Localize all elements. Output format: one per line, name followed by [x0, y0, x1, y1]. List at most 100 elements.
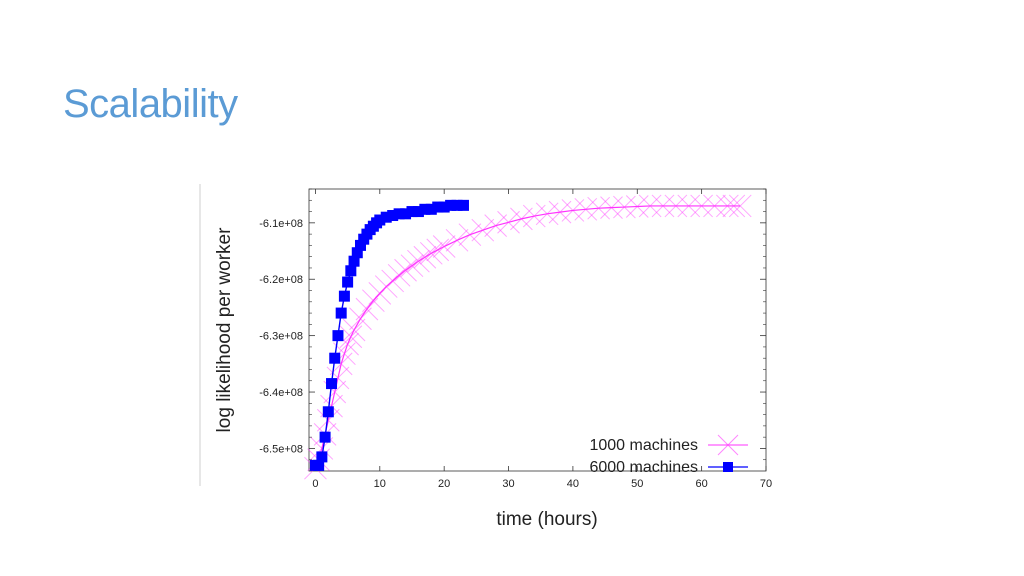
data-point-1000-machines — [407, 249, 430, 273]
data-point-1000-machines — [400, 254, 424, 278]
data-point-6000-machines — [332, 330, 344, 342]
data-point-1000-machines — [355, 297, 379, 321]
x-tick-label: 60 — [696, 478, 708, 490]
data-point-6000-machines — [319, 431, 331, 443]
data-point-1000-machines — [362, 289, 385, 313]
data-point-6000-machines — [451, 199, 463, 211]
data-point-1000-machines — [374, 275, 398, 298]
data-point-1000-machines — [677, 194, 701, 218]
legend-label-6000-machines: 6000 machines — [589, 459, 698, 476]
chart-svg: 0 10 20 30 40 50 60 70 -6.5e+08 -6.4e+08 -6.3e+08… — [199, 184, 772, 530]
data-point-1000-machines — [600, 196, 623, 219]
data-point-6000-machines — [380, 211, 392, 223]
data-point-6000-machines — [322, 406, 334, 418]
data-point-6000-machines — [400, 208, 412, 220]
x-tick-label: 50 — [631, 478, 643, 490]
legend-marker-1000-machines — [717, 434, 739, 456]
x-tick-label: 0 — [312, 478, 318, 490]
x-tick-label: 30 — [502, 478, 514, 490]
data-point-1000-machines — [522, 204, 546, 228]
x-axis-label: time (hours) — [496, 509, 597, 530]
series-line-1000-machines — [314, 205, 741, 469]
data-point-6000-machines — [338, 290, 350, 302]
series-1000-machines — [304, 194, 752, 480]
data-point-1000-machines — [613, 195, 636, 219]
data-point-6000-machines — [348, 255, 360, 267]
data-point-1000-machines — [651, 194, 675, 218]
data-point-6000-machines — [374, 214, 386, 226]
data-point-1000-machines — [664, 194, 688, 218]
data-point-6000-machines — [457, 199, 469, 211]
data-point-1000-machines — [458, 223, 482, 247]
data-point-6000-machines — [316, 451, 328, 463]
x-tick-label: 40 — [567, 478, 579, 490]
data-point-6000-machines — [329, 352, 341, 364]
data-point-1000-machines — [368, 281, 392, 305]
data-point-1000-machines — [625, 195, 649, 218]
data-point-1000-machines — [510, 207, 533, 231]
data-point-1000-machines — [316, 408, 340, 432]
chart: 0 10 20 30 40 50 60 70 -6.5e+08 -6.4e+08 -6.3e+08… — [196, 182, 786, 530]
data-point-6000-machines — [445, 199, 457, 211]
data-point-1000-machines — [703, 194, 726, 218]
data-point-1000-machines — [387, 263, 411, 287]
y-axis-label: log likelihood per worker — [214, 227, 235, 433]
series-6000-machines — [309, 199, 469, 471]
data-point-1000-machines — [716, 194, 739, 218]
data-point-6000-machines — [412, 206, 424, 218]
data-point-1000-machines — [728, 194, 752, 218]
data-point-1000-machines — [722, 194, 746, 218]
data-point-6000-machines — [425, 203, 437, 215]
y-tick-label: -6.5e+08 — [259, 443, 303, 455]
data-point-1000-machines — [426, 238, 450, 262]
data-point-1000-machines — [548, 200, 572, 224]
data-point-1000-machines — [574, 197, 598, 221]
y-tick-label: -6.2e+08 — [259, 274, 303, 286]
y-axis: -6.5e+08 -6.4e+08 -6.3e+08 -6.2e+08 -6.1e+08 — [259, 188, 766, 461]
y-tick-label: -6.4e+08 — [259, 387, 303, 399]
data-point-1000-machines — [432, 235, 456, 258]
data-point-1000-machines — [638, 194, 662, 218]
data-point-6000-machines — [406, 206, 418, 218]
slide-title: Scalability — [63, 82, 238, 126]
data-point-6000-machines — [326, 378, 338, 390]
legend-marker-6000-machines — [723, 462, 733, 472]
data-point-6000-machines — [335, 307, 347, 319]
x-tick-label: 70 — [760, 478, 772, 490]
data-point-1000-machines — [342, 318, 366, 342]
data-point-6000-machines — [351, 247, 363, 259]
data-point-1000-machines — [690, 194, 713, 218]
data-point-1000-machines — [587, 196, 611, 220]
data-point-1000-machines — [349, 307, 372, 331]
data-point-6000-machines — [342, 276, 354, 288]
data-point-1000-machines — [413, 245, 437, 269]
data-point-6000-machines — [387, 210, 399, 222]
data-point-1000-machines — [381, 269, 405, 293]
data-point-1000-machines — [484, 214, 508, 238]
data-point-6000-machines — [354, 239, 366, 251]
legend-symbol-1000-machines — [708, 434, 748, 456]
data-point-1000-machines — [339, 325, 363, 349]
y-tick-label: -6.1e+08 — [259, 218, 303, 230]
data-point-6000-machines — [419, 203, 431, 215]
data-point-1000-machines — [561, 199, 585, 222]
legend: 1000 machines 6000 machines — [589, 434, 748, 476]
x-tick-label: 20 — [438, 478, 450, 490]
data-point-6000-machines — [393, 208, 405, 220]
data-point-6000-machines — [345, 265, 357, 277]
data-point-6000-machines — [432, 201, 444, 213]
plot-frame — [308, 188, 767, 472]
data-point-1000-machines — [394, 258, 417, 282]
data-point-1000-machines — [497, 210, 520, 234]
legend-label-1000-machines: 1000 machines — [589, 437, 698, 454]
data-point-1000-machines — [471, 218, 495, 242]
legend-symbol-6000-machines — [708, 462, 748, 472]
x-axis: 0 10 20 30 40 50 60 70 — [312, 189, 772, 490]
data-point-6000-machines — [313, 459, 325, 471]
data-point-1000-machines — [535, 202, 559, 226]
y-tick-label: -6.3e+08 — [259, 331, 303, 343]
data-point-6000-machines — [438, 201, 450, 213]
data-point-1000-machines — [445, 228, 469, 252]
x-tick-label: 10 — [374, 478, 386, 490]
data-point-1000-machines — [419, 241, 443, 265]
